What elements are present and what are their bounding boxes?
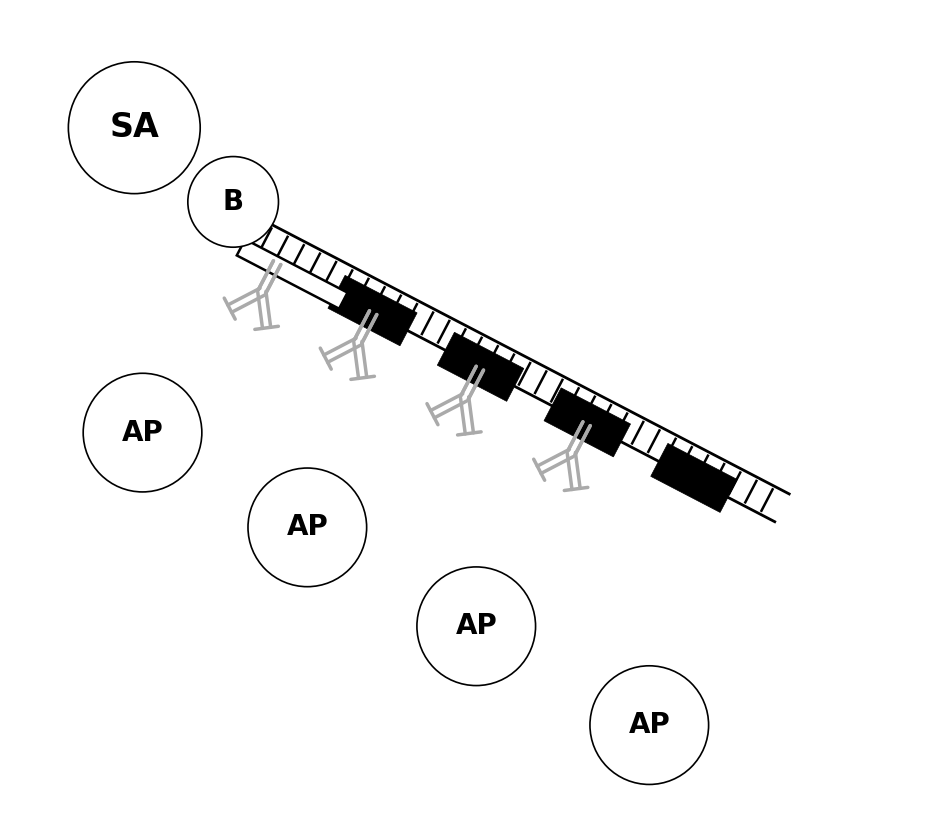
Circle shape xyxy=(417,567,535,686)
Text: SA: SA xyxy=(110,111,159,144)
Circle shape xyxy=(68,62,200,194)
Text: AP: AP xyxy=(122,419,164,447)
Circle shape xyxy=(590,666,709,784)
Polygon shape xyxy=(437,332,524,401)
Circle shape xyxy=(248,468,367,587)
Text: AP: AP xyxy=(628,711,670,739)
Circle shape xyxy=(83,373,202,492)
Text: AP: AP xyxy=(286,513,329,541)
Polygon shape xyxy=(328,275,417,346)
Polygon shape xyxy=(651,443,738,513)
Circle shape xyxy=(188,157,279,247)
Polygon shape xyxy=(544,388,631,456)
Text: B: B xyxy=(223,188,243,216)
Text: AP: AP xyxy=(456,612,497,640)
Polygon shape xyxy=(237,239,347,309)
